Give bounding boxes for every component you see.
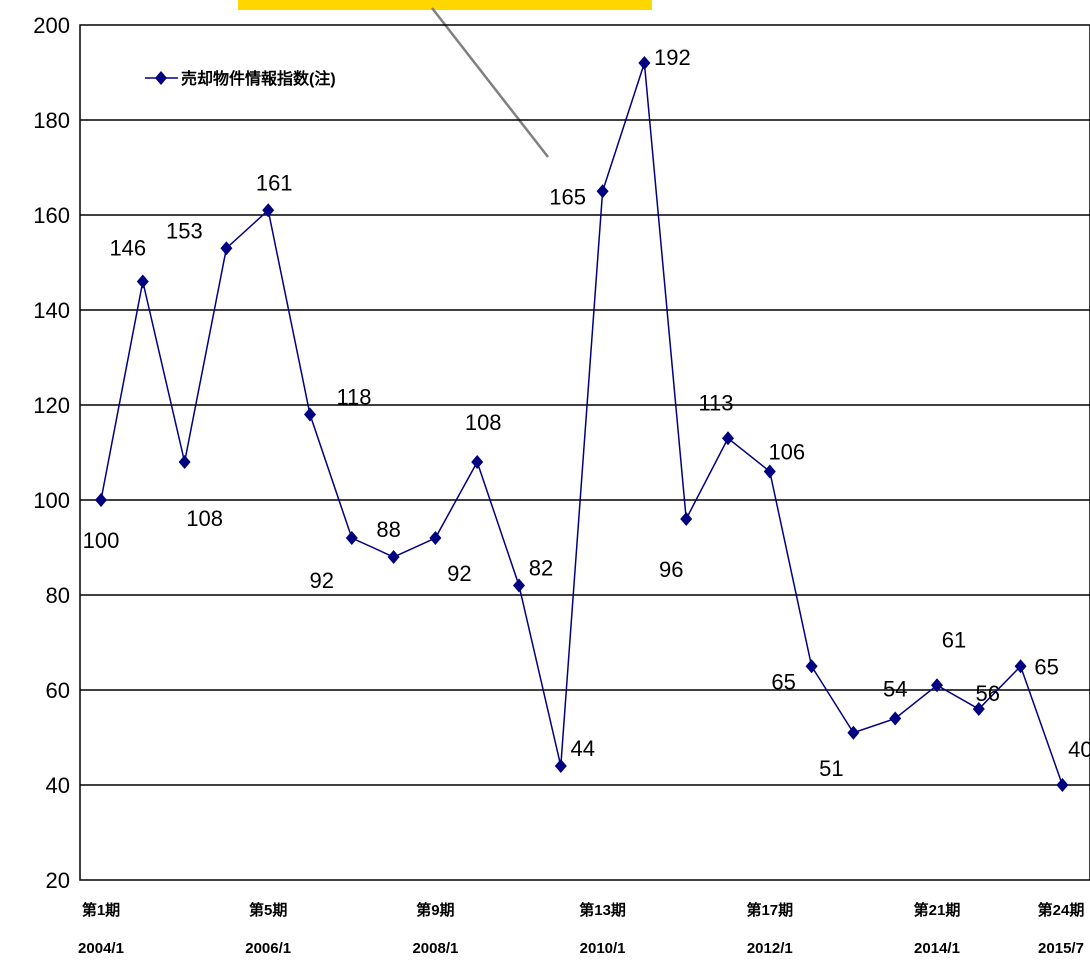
data-point-marker: [722, 431, 734, 446]
x-tick-label-period: 第13期: [579, 901, 626, 919]
data-point-marker: [262, 203, 275, 218]
gridlines: [80, 119, 1090, 786]
data-label: 54: [883, 677, 907, 702]
data-label: 82: [529, 556, 553, 581]
data-label: 153: [166, 218, 203, 243]
data-point-marker: [345, 531, 358, 545]
series-polyline: [100, 62, 1064, 786]
x-tick-label-period: 第21期: [914, 901, 961, 919]
y-tick-label: 120: [33, 393, 70, 418]
x-tick-label-period: 第9期: [416, 901, 454, 919]
data-point-marker: [95, 493, 107, 507]
data-labels: 100 146 108 153 161 118 92 88 92 108 82 44 165 192 96 1…: [83, 45, 1090, 781]
data-point-marker: [805, 659, 818, 674]
data-label: 96: [659, 557, 683, 582]
data-point-marker: [596, 184, 609, 199]
data-point-marker: [220, 241, 233, 256]
y-tick-label: 40: [46, 773, 70, 798]
data-label: 108: [186, 506, 223, 531]
data-label: 51: [819, 756, 843, 781]
y-axis-ticks: 20 40 60 80 100 120 140 160 180 200: [33, 13, 70, 893]
x-tick-label-date: 2008/1: [412, 940, 458, 957]
y-tick-label: 200: [33, 13, 70, 38]
data-point-marker: [889, 711, 902, 726]
data-label: 40: [1068, 737, 1090, 762]
callout-leader-line: [431, 7, 549, 158]
x-tick-label-period: 第5期: [249, 901, 287, 919]
y-tick-label: 60: [46, 678, 70, 703]
y-tick-label: 180: [33, 108, 70, 133]
data-point-marker: [554, 759, 567, 773]
data-label: 113: [698, 390, 733, 415]
x-tick-label-date: 2015/7: [1038, 940, 1084, 957]
x-tick-label-period: 第1期: [82, 901, 120, 919]
y-tick-label: 160: [33, 203, 70, 228]
y-tick-label: 80: [46, 583, 70, 608]
data-point-marker: [1056, 778, 1069, 792]
data-point-marker: [763, 464, 776, 479]
legend-marker: [155, 71, 167, 85]
y-tick-label: 100: [33, 488, 70, 513]
data-point-marker: [387, 550, 400, 564]
data-label: 88: [376, 517, 400, 542]
data-label: 108: [465, 410, 502, 435]
data-point-marker: [471, 455, 484, 469]
data-point-marker: [178, 455, 191, 469]
data-point-marker: [513, 578, 525, 593]
data-point-marker: [972, 702, 985, 716]
data-label: 192: [654, 45, 691, 70]
y-tick-label: 20: [46, 868, 70, 893]
x-tick-label-date: 2012/1: [747, 940, 793, 957]
data-point-marker: [304, 407, 316, 422]
data-point-marker: [638, 56, 651, 70]
x-axis-ticks: 第1期 2004/1 第5期 2006/1 第9期 2008/1 第13期 2010/1 第17…: [78, 901, 1084, 957]
data-label: 44: [571, 736, 595, 761]
data-label: 146: [109, 236, 146, 261]
plot-area-frame: [79, 24, 1090, 881]
data-label: 100: [83, 528, 120, 553]
x-tick-label-date: 2004/1: [78, 940, 124, 957]
data-point-marker: [429, 531, 442, 545]
data-point-marker: [680, 512, 693, 526]
x-tick-label-date: 2010/1: [580, 940, 626, 957]
data-label: 65: [771, 669, 795, 694]
x-tick-label-date: 2014/1: [914, 940, 960, 957]
data-point-marker: [136, 274, 149, 289]
data-label: 106: [768, 440, 805, 465]
data-label: 92: [447, 561, 471, 586]
data-label: 61: [942, 627, 966, 652]
data-label: 56: [976, 681, 1000, 706]
data-point-marker: [847, 725, 860, 740]
data-point-marker: [931, 678, 943, 693]
legend: 売却物件情報指数(注): [145, 69, 336, 88]
data-points: [95, 56, 1069, 792]
legend-label: 売却物件情報指数(注): [181, 69, 336, 88]
x-tick-label-date: 2006/1: [245, 940, 291, 957]
data-label: 92: [310, 568, 334, 593]
data-label: 65: [1034, 654, 1058, 679]
data-label: 161: [256, 170, 293, 195]
x-tick-label-period: 第24期: [1038, 901, 1085, 919]
data-label: 165: [549, 184, 586, 209]
data-label: 118: [336, 385, 371, 410]
callout-box: [238, 0, 652, 10]
x-tick-label-period: 第17期: [746, 901, 793, 919]
series-line: [100, 62, 1064, 786]
data-point-marker: [1014, 659, 1027, 674]
y-tick-label: 140: [33, 298, 70, 323]
